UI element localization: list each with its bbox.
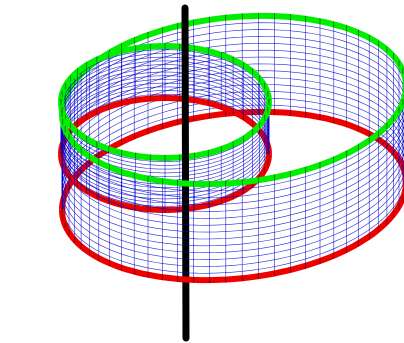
outer-back-mesh-row bbox=[61, 36, 404, 135]
vertical-axis bbox=[181, 4, 190, 342]
outer-back-mesh-row bbox=[61, 42, 404, 142]
outer-front-bottom-edge bbox=[59, 182, 404, 284]
outer-front-mesh-row bbox=[61, 180, 404, 267]
outer-front-mesh-row bbox=[61, 132, 404, 219]
outer-back-mesh-row bbox=[61, 104, 404, 203]
outer-back-top-edge bbox=[59, 12, 404, 114]
outer-front-mesh-row bbox=[61, 166, 404, 254]
outer-front-mesh-row bbox=[61, 145, 404, 233]
outer-front-mesh-row bbox=[61, 138, 404, 226]
outer-band-front bbox=[59, 86, 404, 284]
outer-front-mesh-row bbox=[61, 159, 404, 247]
outer-front-mesh-row bbox=[61, 186, 404, 274]
outer-front-mesh-row bbox=[61, 173, 404, 260]
outer-front-mesh-row bbox=[61, 104, 404, 192]
outer-back-mesh-row bbox=[61, 29, 404, 128]
outer-back-mesh-row bbox=[61, 70, 404, 169]
axis-line bbox=[181, 4, 190, 342]
outer-back-mesh-row bbox=[61, 49, 404, 149]
outer-front-mesh-row bbox=[61, 111, 404, 199]
outer-front-mesh-row bbox=[61, 152, 404, 240]
outer-front-mesh-row bbox=[61, 118, 404, 206]
outer-back-mesh-row bbox=[61, 90, 404, 190]
inner-band-front bbox=[58, 99, 272, 213]
outer-front-top-edge bbox=[59, 86, 404, 188]
outer-front-mesh-row bbox=[61, 125, 404, 212]
